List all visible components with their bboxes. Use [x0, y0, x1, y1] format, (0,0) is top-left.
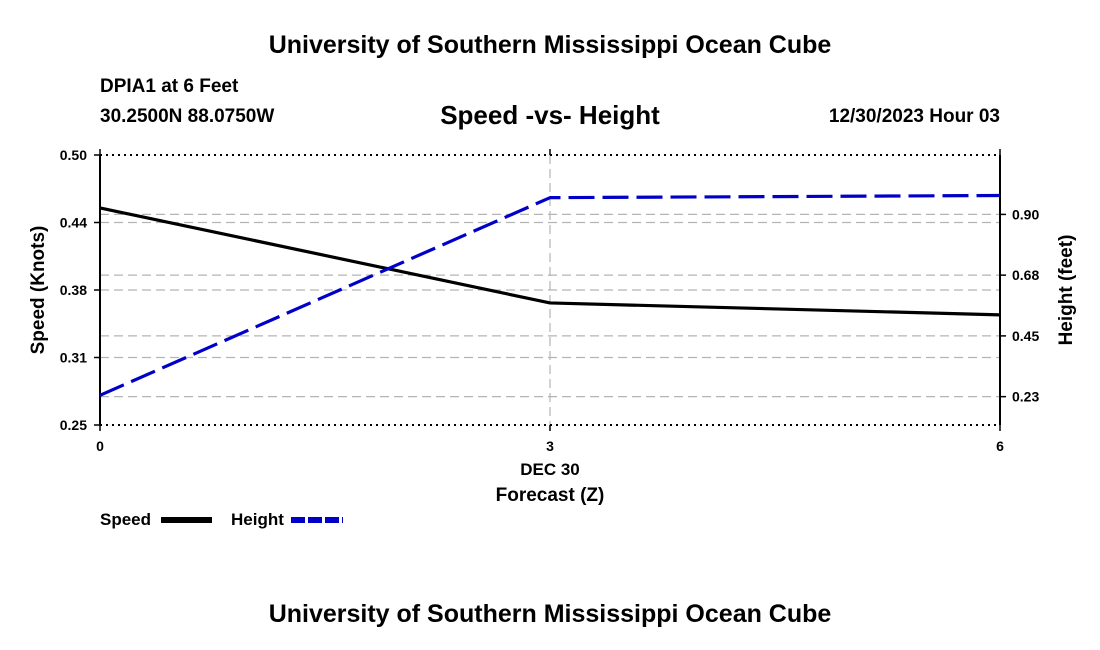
y-left-tick-label: 0.31	[60, 350, 87, 366]
y-axis-right-label: Height (feet)	[1056, 235, 1077, 346]
series-line-height	[99, 193, 1001, 397]
station-label: DPIA1 at 6 Feet	[100, 76, 239, 97]
y-right-tick-label: 0.68	[1012, 267, 1039, 283]
y-right-tick-label: 0.23	[1012, 389, 1039, 405]
legend-speed-label: Speed	[100, 510, 151, 529]
y-left-tick-label: 0.25	[60, 417, 87, 433]
x-tick-label: 0	[96, 438, 104, 454]
chart-title: Speed -vs- Height	[440, 100, 660, 130]
y-left-tick-label: 0.50	[60, 147, 87, 163]
x-tick-label: 6	[996, 438, 1004, 454]
y-left-tick-label: 0.44	[60, 215, 87, 231]
series-line-speed	[99, 206, 1001, 317]
page-title-bottom: University of Southern Mississippi Ocean…	[268, 600, 832, 628]
coordinates-label: 30.2500N 88.0750W	[100, 106, 275, 127]
x-tick-label: 3	[546, 438, 554, 454]
axis-ticks: 0.50 0.44 0.38 0.31 0.25 0.90 0.68 0.45 0.23 0 3 6	[60, 147, 1040, 454]
legend-height-label: Height	[231, 510, 284, 529]
x-axis-label: Forecast (Z)	[496, 485, 605, 506]
y-left-tick-label: 0.38	[60, 282, 87, 298]
y-right-tick-label: 0.45	[1012, 328, 1039, 344]
y-axis-left-label: Speed (Knots)	[28, 226, 49, 355]
x-date-label: DEC 30	[520, 460, 580, 479]
page-title-top: University of Southern Mississippi Ocean…	[268, 31, 832, 59]
grid-lines	[100, 155, 1000, 425]
y-right-tick-label: 0.90	[1012, 206, 1039, 222]
forecast-datetime: 12/30/2023 Hour 03	[828, 106, 1000, 127]
data-series	[99, 193, 1001, 397]
legend: Speed Height	[100, 510, 343, 529]
